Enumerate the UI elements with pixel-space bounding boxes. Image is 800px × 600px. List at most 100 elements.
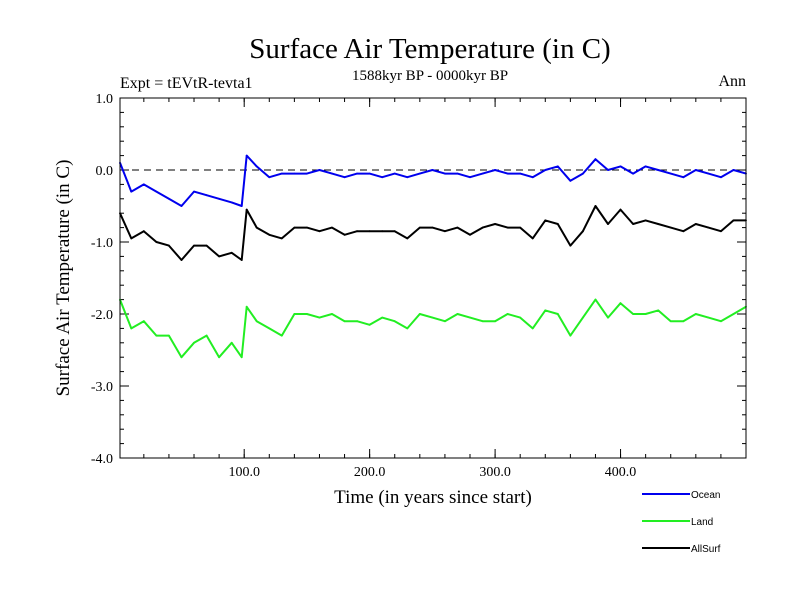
legend-label-allsurf: AllSurf xyxy=(691,544,721,555)
data-point-land xyxy=(331,313,333,315)
data-point-allsurf xyxy=(245,208,248,211)
data-point-land xyxy=(155,334,158,337)
data-point-ocean xyxy=(556,165,559,168)
data-point-land xyxy=(556,313,559,315)
data-point-ocean xyxy=(343,176,346,179)
data-point-ocean xyxy=(619,165,622,168)
data-point-ocean xyxy=(130,190,133,193)
data-point-allsurf xyxy=(418,226,421,229)
x-tick-label: 400.0 xyxy=(605,465,637,480)
data-point-land xyxy=(469,316,471,319)
data-point-land xyxy=(494,320,496,323)
data-point-ocean xyxy=(180,205,183,207)
data-point-land xyxy=(280,334,283,337)
data-point-land xyxy=(607,316,609,319)
chart-title: Surface Air Temperature (in C) xyxy=(249,33,610,65)
data-point-ocean xyxy=(519,172,522,175)
experiment-label: Expt = tEVtR-tevta1 xyxy=(120,75,253,92)
y-tick-label: -4.0 xyxy=(91,452,113,467)
legend-label-ocean: Ocean xyxy=(691,490,720,501)
data-point-land xyxy=(218,356,221,359)
data-point-allsurf xyxy=(331,226,333,229)
data-point-allsurf xyxy=(619,208,622,211)
data-point-ocean xyxy=(644,165,647,168)
y-tick-label: -2.0 xyxy=(91,308,113,323)
data-point-allsurf xyxy=(732,219,735,222)
data-point-land xyxy=(732,313,735,315)
data-point-ocean xyxy=(494,169,496,171)
data-point-land xyxy=(682,320,685,323)
data-point-ocean xyxy=(431,169,434,171)
data-point-ocean xyxy=(456,172,459,175)
series-line-ocean xyxy=(119,154,747,207)
data-point-land xyxy=(368,323,371,326)
data-point-allsurf xyxy=(193,244,195,247)
data-point-land xyxy=(544,309,547,312)
data-point-land xyxy=(582,316,584,319)
data-point-allsurf xyxy=(306,226,308,229)
data-point-allsurf xyxy=(268,233,271,236)
data-point-ocean xyxy=(444,172,446,175)
data-point-ocean xyxy=(418,172,421,175)
data-point-ocean xyxy=(168,197,170,200)
data-point-allsurf xyxy=(240,259,243,261)
data-point-allsurf xyxy=(644,219,647,222)
data-point-ocean xyxy=(255,165,258,168)
data-point-land xyxy=(418,313,421,315)
data-point-allsurf xyxy=(431,226,434,229)
x-tick-label: 100.0 xyxy=(228,465,260,480)
data-point-allsurf xyxy=(205,244,208,247)
data-point-ocean xyxy=(406,176,409,179)
data-point-ocean xyxy=(280,172,283,175)
data-point-ocean xyxy=(142,183,145,186)
series-line-allsurf xyxy=(119,205,746,261)
data-point-ocean xyxy=(268,176,271,179)
data-point-ocean xyxy=(356,172,358,175)
data-point-ocean xyxy=(205,194,208,197)
data-point-land xyxy=(343,320,346,323)
y-tick-label: -3.0 xyxy=(91,380,113,395)
data-point-allsurf xyxy=(155,241,158,243)
data-point-land xyxy=(444,320,446,323)
data-point-ocean xyxy=(393,172,396,175)
data-point-allsurf xyxy=(180,259,183,261)
data-point-allsurf xyxy=(343,233,346,236)
data-point-ocean xyxy=(732,169,735,171)
data-point-allsurf xyxy=(456,226,459,229)
data-point-allsurf xyxy=(406,237,409,240)
data-point-ocean xyxy=(594,158,597,161)
data-point-allsurf xyxy=(293,226,296,229)
legend: Ocean Land AllSurf xyxy=(642,490,721,555)
x-tick-label: 300.0 xyxy=(479,465,511,480)
data-point-land xyxy=(632,313,634,315)
y-tick-label: -1.0 xyxy=(91,236,113,251)
data-point-allsurf xyxy=(632,223,634,225)
axes: 1.0 0.0 -1.0 -2.0 -3.0 -4.0 100.0 200.0 300.0 400… xyxy=(91,92,746,480)
data-point-ocean xyxy=(193,190,195,193)
data-point-land xyxy=(619,302,622,305)
data-point-land xyxy=(193,341,195,344)
data-point-land xyxy=(306,313,308,315)
data-point-allsurf xyxy=(569,244,572,247)
data-point-ocean xyxy=(381,176,384,179)
data-point-land xyxy=(245,305,248,308)
data-point-land xyxy=(142,320,145,323)
season-label: Ann xyxy=(718,73,746,90)
data-point-allsurf xyxy=(720,230,722,233)
data-point-land xyxy=(230,341,233,344)
data-point-ocean xyxy=(569,179,572,182)
data-point-allsurf xyxy=(381,230,384,233)
data-point-land xyxy=(381,316,384,319)
data-point-land xyxy=(293,313,296,315)
x-tick-label: 200.0 xyxy=(354,465,386,480)
data-point-allsurf xyxy=(669,226,672,229)
data-point-allsurf xyxy=(230,251,233,254)
data-point-ocean xyxy=(657,169,660,171)
data-point-land xyxy=(205,334,208,337)
data-point-allsurf xyxy=(556,223,559,225)
data-point-land xyxy=(644,313,647,315)
data-point-allsurf xyxy=(356,230,358,233)
y-tick-label: 0.0 xyxy=(96,164,114,179)
data-point-allsurf xyxy=(582,230,584,233)
data-point-land xyxy=(707,316,710,319)
